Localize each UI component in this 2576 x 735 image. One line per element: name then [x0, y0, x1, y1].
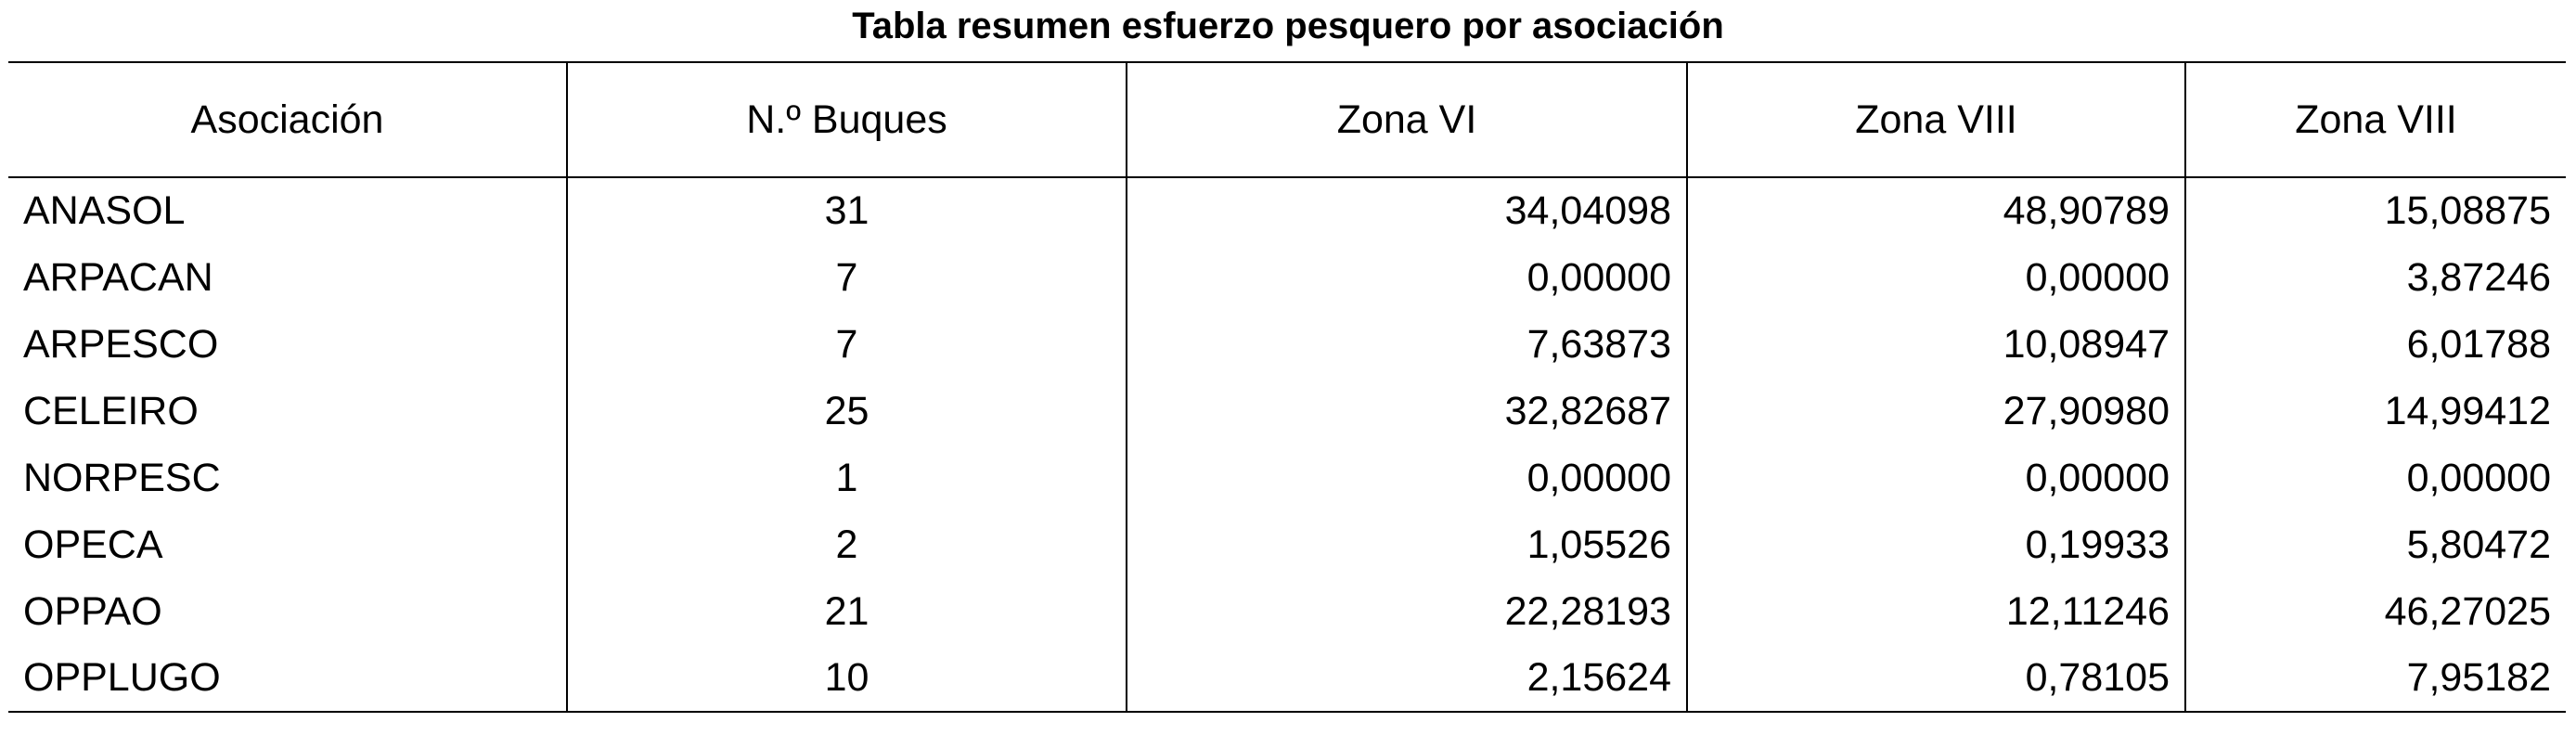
- table-cell: 0,00000: [1126, 445, 1687, 511]
- table-cell: 27,90980: [1686, 378, 2185, 445]
- table-cell: 10: [566, 645, 1127, 712]
- table-row: OPPAO 21 22,28193 12,11246 46,27025: [8, 578, 2566, 645]
- table-row: OPECA 2 1,05526 0,19933 5,80472: [8, 511, 2566, 578]
- table-cell: OPPLUGO: [23, 655, 221, 700]
- table-row: CELEIRO 25 32,82687 27,90980 14,99412: [8, 378, 2566, 445]
- table-cell: 25: [566, 378, 1127, 445]
- table-cell: 0,00000: [1686, 445, 2185, 511]
- table-header: Asociación N.º Buques Zona VI Zona VIII Zona…: [8, 62, 2566, 177]
- table-cell: 15,08875: [2184, 177, 2566, 244]
- table-row: ANASOL 31 34,04098 48,90789 15,08875: [8, 177, 2566, 244]
- table-cell: 7: [566, 244, 1127, 311]
- table-cell: OPPAO: [23, 588, 162, 634]
- table-cell: ANASOL: [23, 188, 186, 233]
- table-cell: 21: [566, 578, 1127, 645]
- table-cell: 0,00000: [1126, 244, 1687, 311]
- table-row: OPPLUGO 10 2,15624 0,78105 7,95182: [8, 645, 2566, 712]
- table-body: ANASOL 31 34,04098 48,90789 15,08875 ARPACAN 7…: [8, 177, 2566, 712]
- table-cell: 22,28193: [1126, 578, 1687, 645]
- table-cell: 34,04098: [1126, 177, 1687, 244]
- table-cell: 0,19933: [1686, 511, 2185, 578]
- table-cell: 6,01788: [2184, 311, 2566, 378]
- table-title: Tabla resumen esfuerzo pesquero por asoc…: [852, 6, 1724, 46]
- table-cell: 0,00000: [1686, 244, 2185, 311]
- table-cell: CELEIRO: [23, 388, 199, 433]
- table-cell: 0,78105: [1686, 645, 2185, 712]
- table-cell: 1,05526: [1126, 511, 1687, 578]
- table-cell: 7,95182: [2184, 645, 2566, 712]
- table-cell: 46,27025: [2184, 578, 2566, 645]
- table-cell: 1: [566, 445, 1127, 511]
- header-cell: Zona VIII: [2184, 62, 2566, 177]
- table-cell: 2,15624: [1126, 645, 1687, 712]
- header-row: Asociación N.º Buques Zona VI Zona VIII Zona…: [8, 62, 2566, 177]
- table-cell: 48,90789: [1686, 177, 2185, 244]
- table-cell: 10,08947: [1686, 311, 2185, 378]
- data-table: Asociación N.º Buques Zona VI Zona VIII Zona…: [8, 61, 2566, 713]
- table-cell: 12,11246: [1686, 578, 2185, 645]
- table-row: ARPESCO 7 7,63873 10,08947 6,01788: [8, 311, 2566, 378]
- table-cell: 3,87246: [2184, 244, 2566, 311]
- table-cell: 7: [566, 311, 1127, 378]
- table-cell: ARPACAN: [23, 254, 213, 300]
- table-cell: 0,00000: [2184, 445, 2566, 511]
- table-cell: 5,80472: [2184, 511, 2566, 578]
- header-cell: Asociación: [190, 97, 384, 142]
- table-cell: 7,63873: [1126, 311, 1687, 378]
- table-cell: NORPESC: [23, 455, 221, 500]
- table-row: ARPACAN 7 0,00000 0,00000 3,87246: [8, 244, 2566, 311]
- table-cell: 32,82687: [1126, 378, 1687, 445]
- table-row: NORPESC 1 0,00000 0,00000 0,00000: [8, 445, 2566, 511]
- table-cell: 14,99412: [2184, 378, 2566, 445]
- table-cell: ARPESCO: [23, 321, 219, 367]
- table-cell: 31: [566, 177, 1127, 244]
- header-cell: Zona VI: [1126, 62, 1687, 177]
- header-cell: N.º Buques: [566, 62, 1127, 177]
- table-cell: OPECA: [23, 522, 163, 567]
- table-cell: 2: [566, 511, 1127, 578]
- header-cell: Zona VIII: [1686, 62, 2185, 177]
